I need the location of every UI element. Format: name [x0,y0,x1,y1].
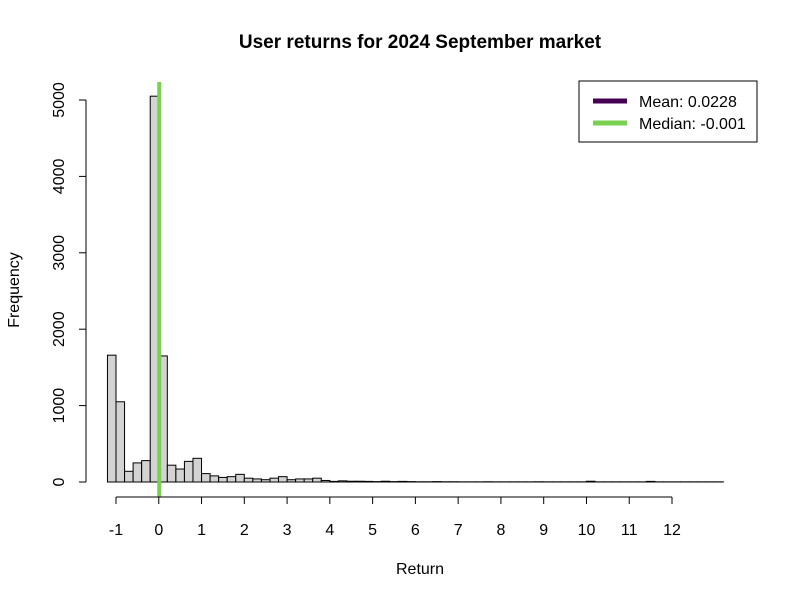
histogram-bar [166,464,177,483]
x-tick-label: 1 [197,522,206,539]
x-axis: -1 0 1 2 3 4 5 6 7 8 9 10 11 12 [109,496,681,539]
y-axis: 0 1000 2000 3000 4000 5000 [51,82,87,486]
x-tick-label: 9 [539,522,548,539]
x-tick-label: 4 [325,522,334,539]
histogram-bar [303,478,314,483]
histogram-bar [209,475,220,483]
x-tick-label: 2 [240,522,249,539]
x-tick-label: 12 [663,522,681,539]
histogram-bar [183,460,194,483]
y-tick-label: 0 [51,477,68,486]
histogram-bar [269,477,280,483]
histogram-bar [218,476,228,483]
histogram-bar [106,354,117,483]
x-tick-label: 7 [454,522,463,539]
histogram-bar [337,480,348,483]
histogram-bar [278,476,288,483]
histogram-bar [397,480,408,483]
histogram-bar [312,477,322,483]
x-axis-label: Return [396,561,444,578]
histogram-bar [141,460,151,483]
histogram-bar [645,480,656,483]
histogram-bar [235,473,245,483]
x-tick-label: 0 [154,522,163,539]
histogram-bar [252,478,262,483]
histogram-bar [380,480,391,483]
histogram-bar [363,480,374,483]
histogram-bar [260,479,271,483]
histogram-bar [286,479,297,483]
legend: Mean: 0.0228 Median: -0.001 [578,80,758,143]
legend-label-mean: Mean: 0.0228 [639,94,737,111]
x-tick-label: 8 [496,522,505,539]
y-tick-label: 2000 [51,311,68,347]
x-tick-label: 3 [283,522,292,539]
x-tick-label: 10 [578,522,596,539]
histogram-bar [201,473,211,483]
histogram-bar [243,477,254,483]
histogram-bar [295,478,305,483]
x-tick-label: -1 [109,522,123,539]
legend-label-median: Median: -0.001 [639,116,746,133]
x-tick-label: 6 [411,522,420,539]
histogram-bars [106,95,724,483]
histogram-bar [124,470,134,483]
histogram-bar [585,480,596,483]
y-tick-label: 4000 [51,159,68,195]
histogram-bar [132,462,143,483]
histogram-bar [346,480,357,483]
histogram-bar [115,401,126,483]
histogram-bar [192,457,203,483]
y-axis-label: Frequency [6,252,23,328]
x-tick-label: 11 [621,522,638,539]
y-tick-label: 5000 [51,82,68,118]
histogram-bar [329,480,339,483]
chart-title: User returns for 2024 September market [239,32,602,53]
histogram-bar [175,468,185,483]
x-tick-label: 5 [368,522,377,539]
histogram-bar [226,476,237,483]
histogram-bar [355,480,365,483]
y-tick-label: 3000 [51,235,68,271]
y-tick-label: 1000 [51,388,68,424]
legend-box [578,80,758,143]
histogram-bar [320,479,331,483]
